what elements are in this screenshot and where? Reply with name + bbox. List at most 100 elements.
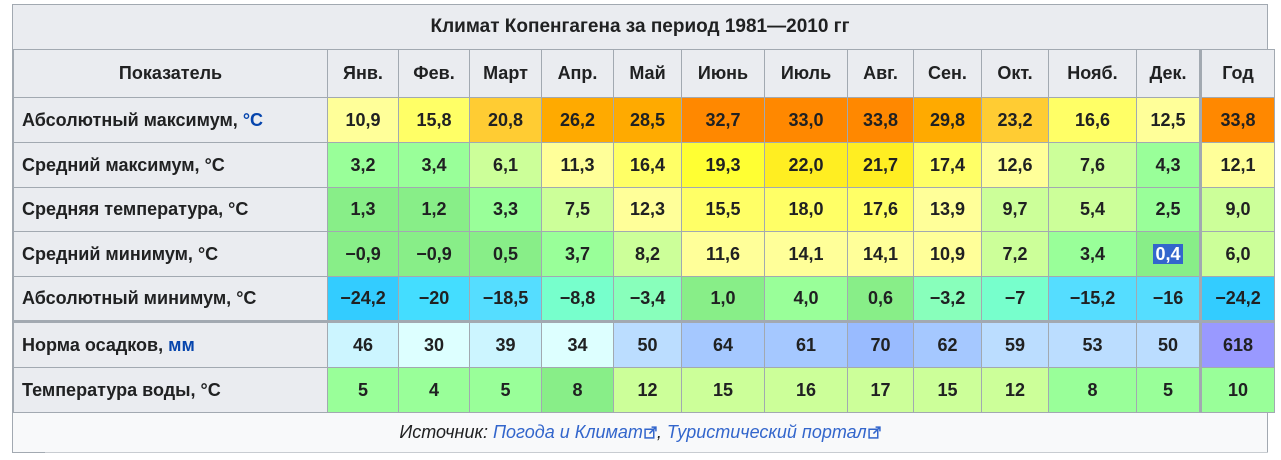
table-row: Норма осадков, мм 46 30 39 34 50 64 61 70 62 59 53 5…: [13, 321, 1275, 368]
table-cell: 13,9: [913, 187, 982, 232]
unit-text: °C: [197, 243, 219, 264]
table-cell: −20: [398, 276, 470, 322]
row-label-text: Средний минимум,: [22, 243, 193, 264]
table-cell: 34: [541, 321, 614, 368]
table-cell: 19,3: [681, 142, 765, 188]
table-cell: −7: [981, 276, 1049, 322]
climate-table: Показатель Янв. Фев. Март Апр. Май Июнь Июль Ав…: [13, 49, 1275, 413]
table-cell: 46: [327, 321, 399, 368]
unit-link[interactable]: °C: [242, 109, 264, 130]
table-cell: 4,0: [764, 276, 848, 322]
table-cell: 3,7: [541, 231, 614, 277]
year-cell: 618: [1199, 321, 1275, 368]
table-cell: 39: [469, 321, 542, 368]
climate-table-container: Климат Копенгагена за период 1981—2010 г…: [12, 4, 1275, 453]
row-label: Средний максимум, °C: [13, 142, 328, 188]
table-cell: 1,2: [398, 187, 470, 232]
row-label: Абсолютный максимум, °C: [13, 97, 328, 143]
table-cell: 20,8: [469, 97, 542, 143]
table-cell: 5: [469, 367, 542, 413]
table-cell: 2,5: [1136, 187, 1201, 232]
row-label: Средний минимум, °C: [13, 231, 328, 277]
table-cell: 0,5: [469, 231, 542, 277]
unit-link[interactable]: мм: [168, 334, 195, 355]
source-link-weather[interactable]: Погода и Климат: [493, 422, 657, 443]
row-label-text: Средний максимум,: [22, 154, 200, 175]
table-cell: −0,9: [398, 231, 470, 277]
table-cell: 8: [1048, 367, 1137, 413]
table-cell: 5: [327, 367, 399, 413]
table-cell: 17,6: [847, 187, 914, 232]
row-label: Абсолютный минимум, °C: [13, 276, 328, 322]
table-cell: 29,8: [913, 97, 982, 143]
header-indicator: Показатель: [13, 49, 328, 98]
table-cell: 16,4: [613, 142, 682, 188]
table-header-row: Показатель Янв. Фев. Март Апр. Май Июнь Июль Ав…: [13, 49, 1275, 98]
table-cell: −18,5: [469, 276, 542, 322]
table-cell: 6,1: [469, 142, 542, 188]
unit-text: °C: [204, 154, 225, 175]
table-cell: 5: [1136, 367, 1201, 413]
table-cell: 3,3: [469, 187, 542, 232]
table-cell: 17,4: [913, 142, 982, 188]
selected-value: 0,4: [1153, 243, 1183, 264]
header-month: Нояб.: [1048, 49, 1137, 98]
table-cell: 7,2: [981, 231, 1049, 277]
header-month: Июнь: [681, 49, 765, 98]
header-month: Апр.: [541, 49, 614, 98]
table-cell: 7,5: [541, 187, 614, 232]
table-row: Средний минимум, °C −0,9 −0,9 0,5 3,7 8,2 11,6…: [13, 231, 1275, 277]
table-cell: 15,5: [681, 187, 765, 232]
table-cell: 50: [613, 321, 682, 368]
table-cell: 18,0: [764, 187, 848, 232]
header-month: Дек.: [1136, 49, 1201, 98]
table-cell: 3,4: [398, 142, 470, 188]
table-cell: 30: [398, 321, 470, 368]
table-cell: 50: [1136, 321, 1201, 368]
table-cell: 15: [913, 367, 982, 413]
header-month: Окт.: [981, 49, 1049, 98]
source-line: Источник: Погода и Климат, Туристический…: [13, 411, 1267, 453]
table-cell: 10,9: [327, 97, 399, 143]
table-cell: 14,1: [764, 231, 848, 277]
table-cell: 14,1: [847, 231, 914, 277]
table-title: Климат Копенгагена за период 1981—2010 г…: [13, 5, 1267, 50]
table-cell: 61: [764, 321, 848, 368]
table-cell: 12: [613, 367, 682, 413]
table-cell: −3,2: [913, 276, 982, 322]
table-cell: −15,2: [1048, 276, 1137, 322]
table-cell: 21,7: [847, 142, 914, 188]
source-label: Источник:: [399, 421, 488, 442]
table-cell: 12,6: [981, 142, 1049, 188]
row-label-text: Средняя температура,: [22, 199, 224, 219]
table-cell: 17: [847, 367, 914, 413]
header-year: Год: [1199, 49, 1275, 98]
table-cell: 23,2: [981, 97, 1049, 143]
header-month: Авг.: [847, 49, 914, 98]
table-cell: 15: [681, 367, 765, 413]
table-cell: 32,7: [681, 97, 765, 143]
table-cell: 62: [913, 321, 982, 368]
year-cell: 10: [1199, 367, 1275, 413]
table-cell: 0,4: [1136, 231, 1201, 277]
header-month: Фев.: [398, 49, 470, 98]
table-cell: −3,4: [613, 276, 682, 322]
source-separator: ,: [656, 421, 662, 442]
table-cell: −16: [1136, 276, 1201, 322]
unit-text: °C: [200, 379, 221, 400]
table-cell: 22,0: [764, 142, 848, 188]
table-cell: 1,3: [327, 187, 399, 232]
table-cell: 8,2: [613, 231, 682, 277]
table-row: Средний максимум, °C 3,2 3,4 6,1 11,3 16,4 19,…: [13, 142, 1275, 188]
table-cell: 28,5: [613, 97, 682, 143]
table-cell: 3,2: [327, 142, 399, 188]
row-label-text: Температура воды,: [22, 379, 196, 400]
table-cell: 15,8: [398, 97, 470, 143]
table-cell: 16: [764, 367, 848, 413]
header-month: Май: [613, 49, 682, 98]
table-row: Абсолютный максимум, °C 10,9 15,8 20,8 26,2 2…: [13, 97, 1275, 143]
table-cell: −24,2: [327, 276, 399, 322]
source-link-tourism[interactable]: Туристический портал: [667, 422, 881, 443]
table-cell: 64: [681, 321, 765, 368]
row-label: Норма осадков, мм: [13, 321, 328, 368]
